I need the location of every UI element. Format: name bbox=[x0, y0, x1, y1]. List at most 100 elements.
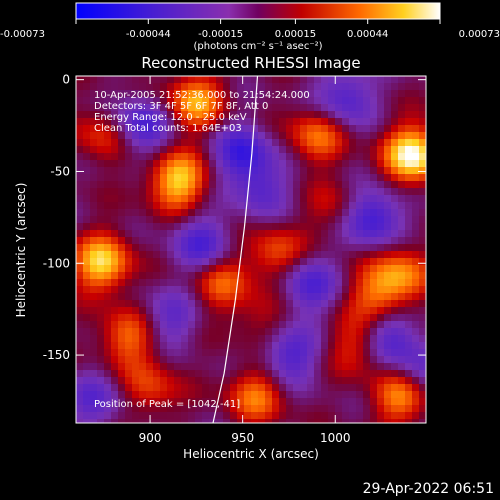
heatmap-cell bbox=[314, 188, 322, 196]
heatmap-cell bbox=[230, 286, 238, 294]
heatmap-cell bbox=[209, 349, 217, 357]
heatmap-cell bbox=[167, 279, 175, 287]
heatmap-cell bbox=[258, 321, 266, 329]
heatmap-cell bbox=[97, 146, 105, 154]
heatmap-cell bbox=[265, 314, 273, 322]
heatmap-cell bbox=[258, 370, 266, 378]
heatmap-cell bbox=[237, 342, 245, 350]
heatmap-cell bbox=[265, 405, 273, 413]
heatmap-cell bbox=[349, 76, 357, 84]
heatmap-cell bbox=[223, 307, 231, 315]
heatmap-cell bbox=[398, 300, 406, 308]
heatmap-cell bbox=[139, 349, 147, 357]
heatmap-cell bbox=[181, 405, 189, 413]
heatmap-cell bbox=[314, 76, 322, 84]
heatmap-cell bbox=[377, 286, 385, 294]
heatmap-cell bbox=[111, 419, 119, 423]
heatmap-cell bbox=[174, 384, 182, 392]
heatmap-cell bbox=[146, 314, 154, 322]
heatmap-cell bbox=[118, 230, 126, 238]
heatmap-cell bbox=[118, 244, 126, 252]
heatmap-cell bbox=[328, 342, 336, 350]
heatmap-cell bbox=[251, 307, 259, 315]
heatmap-cell bbox=[90, 314, 98, 322]
heatmap-cell bbox=[76, 391, 84, 399]
heatmap-cell bbox=[391, 244, 399, 252]
heatmap-cell bbox=[405, 174, 413, 182]
heatmap-cell bbox=[342, 307, 350, 315]
heatmap-cell bbox=[314, 167, 322, 175]
heatmap-cell bbox=[153, 104, 161, 112]
colorbar-ticks: -0.00073 -0.00044 -0.00015 0.00015 0.00044 0.… bbox=[0, 19, 500, 40]
heatmap-cell bbox=[160, 370, 168, 378]
heatmap-cell bbox=[405, 118, 413, 126]
heatmap-cell bbox=[356, 90, 364, 98]
heatmap-cell bbox=[146, 286, 154, 294]
heatmap-cell bbox=[188, 83, 196, 91]
heatmap-cell bbox=[265, 181, 273, 189]
heatmap-cell bbox=[293, 83, 301, 91]
heatmap-cell bbox=[83, 265, 91, 273]
heatmap-cell bbox=[195, 139, 203, 147]
heatmap-cell bbox=[272, 398, 280, 406]
heatmap-cell bbox=[146, 111, 154, 119]
heatmap-cell bbox=[398, 335, 406, 343]
heatmap-cell bbox=[377, 118, 385, 126]
heatmap-cell bbox=[118, 321, 126, 329]
heatmap-cell bbox=[419, 125, 426, 133]
heatmap-cell bbox=[293, 328, 301, 336]
heatmap-cell bbox=[328, 125, 336, 133]
heatmap-cell bbox=[83, 160, 91, 168]
heatmap-cell bbox=[167, 83, 175, 91]
heatmap-cell bbox=[83, 90, 91, 98]
heatmap-cell bbox=[97, 111, 105, 119]
heatmap-cell bbox=[118, 398, 126, 406]
heatmap-cell bbox=[356, 216, 364, 224]
heatmap-cell bbox=[363, 370, 371, 378]
heatmap-cell bbox=[377, 90, 385, 98]
heatmap-cell bbox=[146, 405, 154, 413]
heatmap-cell bbox=[202, 195, 210, 203]
heatmap-cell bbox=[356, 328, 364, 336]
heatmap-cell bbox=[160, 391, 168, 399]
heatmap-cell bbox=[174, 251, 182, 259]
heatmap-cell bbox=[419, 104, 426, 112]
heatmap-cell bbox=[342, 300, 350, 308]
heatmap-cell bbox=[181, 342, 189, 350]
heatmap-cell bbox=[356, 76, 364, 84]
heatmap-cell bbox=[398, 111, 406, 119]
heatmap-cell bbox=[132, 181, 140, 189]
heatmap-cell bbox=[195, 202, 203, 210]
heatmap-cell bbox=[188, 412, 196, 420]
heatmap-cell bbox=[160, 293, 168, 301]
heatmap-cell bbox=[356, 405, 364, 413]
heatmap-cell bbox=[370, 342, 378, 350]
heatmap-cell bbox=[251, 125, 259, 133]
heatmap-cell bbox=[251, 258, 259, 266]
heatmap-cell bbox=[391, 160, 399, 168]
heatmap-cell bbox=[223, 97, 231, 105]
heatmap-cell bbox=[265, 160, 273, 168]
heatmap-cell bbox=[265, 209, 273, 217]
heatmap-cell bbox=[237, 314, 245, 322]
heatmap-cell bbox=[349, 97, 357, 105]
heatmap-cell bbox=[195, 223, 203, 231]
heatmap-cell bbox=[90, 377, 98, 385]
heatmap-cell bbox=[195, 174, 203, 182]
heatmap-cell bbox=[251, 293, 259, 301]
heatmap-cell bbox=[188, 405, 196, 413]
heatmap-cell bbox=[174, 160, 182, 168]
heatmap-cell bbox=[146, 335, 154, 343]
heatmap-cell bbox=[363, 419, 371, 423]
heatmap-cell bbox=[104, 111, 112, 119]
heatmap-cell bbox=[363, 118, 371, 126]
heatmap-cell bbox=[391, 342, 399, 350]
heatmap-cell bbox=[377, 188, 385, 196]
heatmap-cell bbox=[342, 125, 350, 133]
heatmap-cell bbox=[195, 300, 203, 308]
heatmap-cell bbox=[153, 125, 161, 133]
heatmap-cell bbox=[328, 160, 336, 168]
heatmap-cell bbox=[139, 307, 147, 315]
heatmap-cell bbox=[314, 349, 322, 357]
heatmap-cell bbox=[83, 300, 91, 308]
